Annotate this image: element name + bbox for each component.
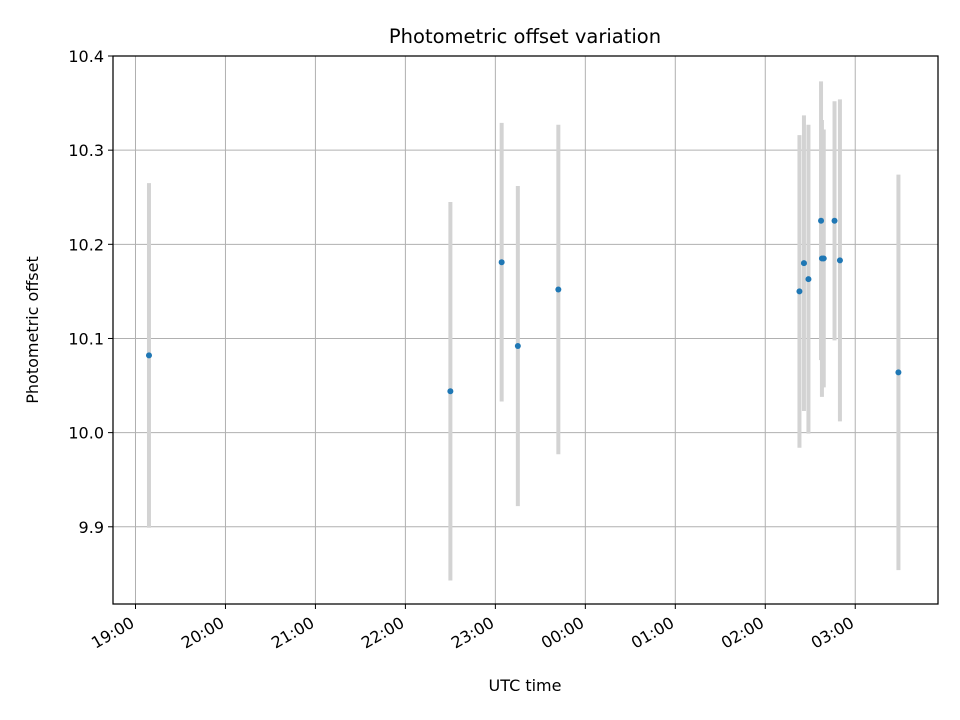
x-axis-label: UTC time [489, 676, 562, 695]
y-tick-label: 10.1 [68, 329, 104, 348]
data-point [805, 276, 812, 283]
plot-frame [112, 55, 939, 605]
y-tick-label: 9.9 [79, 518, 104, 537]
data-point [820, 255, 827, 262]
data-point [800, 260, 807, 267]
data-point [447, 388, 454, 395]
data-point [514, 343, 521, 350]
data-point [498, 259, 505, 266]
y-axis-ticks: 9.9 10.0 10.1 10.2 10.3 10.4 [68, 47, 113, 537]
data-point [895, 369, 902, 376]
data-point [818, 217, 825, 224]
y-tick-label: 10.2 [68, 235, 104, 254]
chart-title: Photometric offset variation [389, 25, 661, 48]
y-tick-label: 10.0 [68, 424, 104, 443]
data-point [836, 257, 843, 264]
data-point [796, 288, 803, 295]
data-point [145, 352, 152, 359]
y-tick-label: 10.4 [68, 47, 104, 66]
y-axis-label: Photometric offset [23, 256, 42, 404]
data-point [831, 217, 838, 224]
data-point [555, 286, 562, 293]
y-tick-label: 10.3 [68, 141, 104, 160]
data-points [145, 217, 902, 395]
